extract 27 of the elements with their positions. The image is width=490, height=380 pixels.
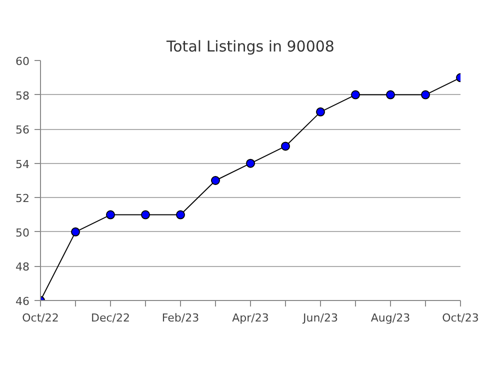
y-tick-label: 54: [16, 158, 30, 171]
point: [386, 90, 395, 100]
point: [141, 210, 150, 220]
x-tick-label: Oct/22: [22, 312, 59, 324]
point: [176, 210, 185, 220]
x-tick-label: Aug/23: [370, 312, 410, 324]
y-tick-label: 50: [16, 226, 30, 240]
point: [421, 90, 430, 100]
point: [246, 158, 255, 168]
point: [281, 142, 290, 151]
point: [351, 90, 360, 100]
point: [316, 107, 325, 116]
point: [71, 227, 80, 236]
x-tick-label: Feb/23: [162, 312, 200, 324]
y-tick-label: 52: [16, 192, 30, 206]
y-tick-label: 58: [16, 89, 30, 102]
x-tick-label: Oct/23: [442, 312, 479, 324]
x-tick-label: Jun/23: [302, 312, 338, 324]
y-tick-label: 56: [16, 124, 30, 137]
point: [106, 210, 115, 220]
point: [211, 176, 220, 185]
y-tick-label: 48: [16, 260, 30, 274]
y-tick-label: 46: [16, 295, 30, 308]
chart-title: Total Listings in 90008: [166, 38, 334, 56]
y-tick-label: 60: [16, 55, 30, 68]
x-tick-label: Apr/23: [232, 312, 269, 324]
x-tick-label: Dec/22: [91, 312, 130, 324]
